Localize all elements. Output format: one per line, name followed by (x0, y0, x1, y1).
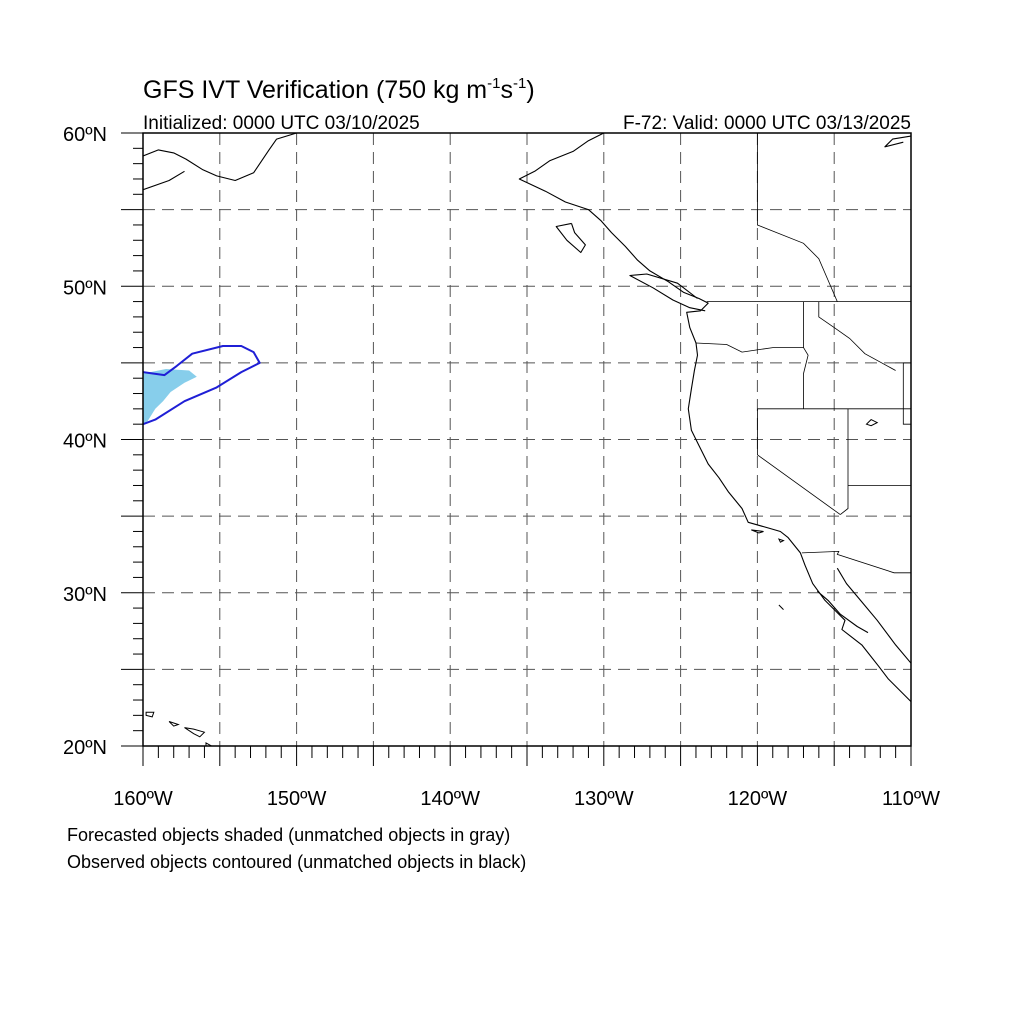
coastline (629, 273, 706, 312)
island-outline (184, 727, 206, 738)
geography-layer (143, 133, 911, 746)
map-panel: 20ºN 30ºN 40ºN 50ºN 60ºN 160ºW 150ºW 140ºW 130ºW… (63, 124, 940, 810)
ivt-objects-layer (143, 345, 261, 426)
valid-time-label: F-72: Valid: 0000 UTC 03/13/2025 (623, 113, 911, 134)
coastline (836, 567, 911, 664)
coastline (143, 133, 297, 182)
lon-label: 160ºW (113, 788, 173, 810)
political-border (695, 301, 804, 353)
lat-label: 50ºN (63, 277, 107, 299)
political-border (840, 408, 849, 515)
lon-label: 150ºW (267, 788, 327, 810)
political-border (801, 550, 911, 574)
lon-label: 120ºW (728, 788, 788, 810)
coastline (143, 170, 185, 191)
island-outline (145, 711, 155, 718)
political-border (803, 347, 809, 409)
political-border (902, 362, 911, 425)
island-outline (751, 529, 764, 534)
lat-label: 20ºN (63, 737, 107, 759)
forecast-ivt-object (143, 369, 197, 425)
political-border (757, 133, 838, 302)
island-outline (865, 418, 879, 427)
lon-label: 140ºW (420, 788, 480, 810)
lon-label: 130ºW (574, 788, 634, 810)
axis-ticks (121, 132, 912, 766)
coastline (518, 133, 911, 702)
axis-labels: 20ºN 30ºN 40ºN 50ºN 60ºN 160ºW 150ºW 140ºW 130ºW… (63, 124, 940, 810)
political-border (818, 301, 896, 371)
lon-label: 110ºW (882, 788, 940, 810)
figure-title: GFS IVT Verification (750 kg m-1s-1) (143, 75, 535, 104)
island-outline (778, 604, 784, 610)
lat-label: 60ºN (63, 124, 107, 146)
observed-contour-note: Observed objects contoured (unmatched ob… (67, 852, 527, 872)
forecast-shading-note: Forecasted objects shaded (unmatched obj… (67, 825, 511, 845)
political-border (757, 408, 841, 515)
island-outline (777, 538, 785, 543)
observed-ivt-contour (143, 345, 261, 426)
island-outline (168, 721, 180, 727)
coastline (555, 222, 586, 254)
coastline (884, 135, 911, 148)
initialized-label: Initialized: 0000 UTC 03/10/2025 (143, 113, 420, 134)
coastline (816, 590, 869, 634)
lat-label: 30ºN (63, 584, 107, 606)
lat-label: 40ºN (63, 431, 107, 453)
lat-lon-grid (143, 133, 911, 746)
